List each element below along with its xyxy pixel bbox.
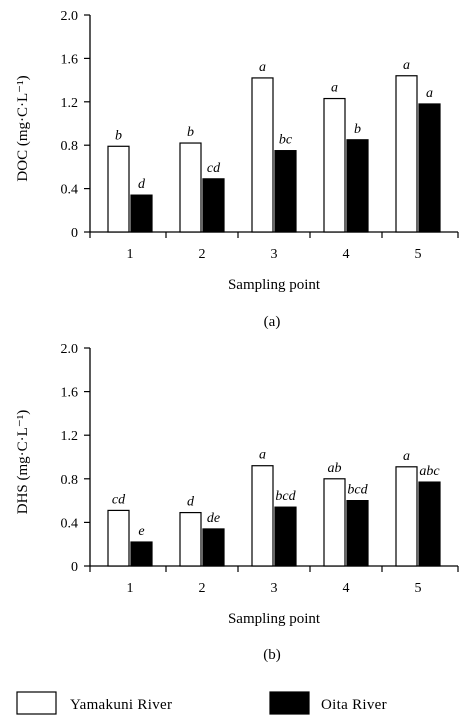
significance-label: a — [403, 58, 410, 73]
significance-label: a — [426, 86, 433, 101]
bar-yamakuni-1 — [107, 509, 130, 567]
bar-yamakuni-3 — [251, 77, 274, 233]
bar-oita-3 — [274, 150, 297, 233]
significance-label: abc — [419, 464, 440, 479]
y-axis-label: DOC (mg·C·L⁻¹) — [15, 75, 31, 181]
bar-yamakuni-2 — [179, 511, 202, 567]
bar-yamakuni-1 — [107, 145, 130, 233]
significance-label: cd — [207, 161, 221, 176]
significance-label: a — [259, 448, 266, 463]
bar-oita-5 — [418, 481, 441, 567]
x-tick-label: 1 — [127, 581, 134, 596]
x-tick-label: 5 — [415, 247, 422, 262]
legend-label-oita: Oita River — [321, 697, 387, 713]
bar-oita-4 — [346, 139, 369, 233]
x-tick-label: 3 — [271, 247, 278, 262]
legend-swatch-oita — [269, 691, 310, 715]
significance-label: bc — [279, 133, 293, 148]
significance-label: d — [187, 495, 195, 510]
y-tick-label: 1.6 — [61, 386, 79, 401]
legend: Yamakuni River Oita River — [16, 691, 387, 715]
x-tick-label: 5 — [415, 581, 422, 596]
bar-oita-1 — [130, 194, 153, 233]
x-tick-label: 3 — [271, 581, 278, 596]
bar-oita-1 — [130, 541, 153, 567]
significance-label: a — [403, 449, 410, 464]
y-tick-label: 0.8 — [61, 473, 79, 488]
panel-label: (a) — [264, 314, 281, 330]
bar-oita-4 — [346, 500, 369, 567]
y-tick-label: 0.8 — [61, 139, 79, 154]
y-tick-label: 1.6 — [61, 52, 79, 67]
y-tick-label: 0 — [71, 560, 78, 575]
bar-oita-5 — [418, 103, 441, 233]
y-tick-label: 2.0 — [61, 9, 79, 24]
bar-yamakuni-4 — [323, 97, 346, 233]
y-tick-label: 2.0 — [61, 342, 79, 357]
significance-label: b — [115, 128, 122, 143]
significance-label: bcd — [347, 483, 368, 498]
significance-label: bcd — [275, 489, 296, 504]
significance-label: a — [259, 60, 266, 75]
bar-yamakuni-3 — [251, 465, 274, 567]
y-tick-label: 0 — [71, 226, 78, 241]
significance-label: a — [331, 81, 338, 96]
significance-label: b — [187, 125, 194, 140]
x-tick-label: 4 — [343, 247, 350, 262]
significance-label: ab — [328, 461, 342, 476]
significance-label: cd — [112, 492, 126, 507]
y-tick-label: 0.4 — [61, 183, 79, 198]
bar-oita-2 — [202, 178, 225, 233]
chart-panel-b: 0 0.4 0.8 1.2 1.6 2.0 1 2 3 4 5 cd d a ab a e de bcd bcd abc… — [15, 342, 459, 663]
bar-yamakuni-4 — [323, 478, 346, 567]
y-axis-label: DHS (mg·C·L⁻¹) — [15, 410, 31, 515]
y-tick-label: 1.2 — [61, 96, 79, 111]
significance-label: de — [207, 511, 220, 526]
y-tick-label: 0.4 — [61, 516, 79, 531]
x-tick-label: 1 — [127, 247, 134, 262]
legend-label-yamakuni: Yamakuni River — [70, 697, 172, 713]
x-axis-label: Sampling point — [228, 277, 321, 293]
x-tick-label: 2 — [199, 581, 206, 596]
bar-oita-2 — [202, 528, 225, 567]
x-tick-label: 4 — [343, 581, 350, 596]
legend-swatch-yamakuni — [16, 691, 57, 715]
bar-yamakuni-2 — [179, 142, 202, 233]
x-tick-label: 2 — [199, 247, 206, 262]
panel-label: (b) — [263, 647, 281, 663]
significance-label: b — [354, 122, 361, 137]
y-tick-label: 1.2 — [61, 429, 79, 444]
bar-yamakuni-5 — [395, 75, 418, 233]
bar-yamakuni-5 — [395, 466, 418, 567]
significance-label: d — [138, 177, 146, 192]
bar-oita-3 — [274, 506, 297, 567]
chart-panel-a: 0 0.4 0.8 1.2 1.6 2.0 1 2 3 4 5 b b a a a d cd bc b a Samplin… — [15, 9, 459, 330]
x-axis-label: Sampling point — [228, 611, 321, 627]
significance-label: e — [138, 524, 144, 539]
